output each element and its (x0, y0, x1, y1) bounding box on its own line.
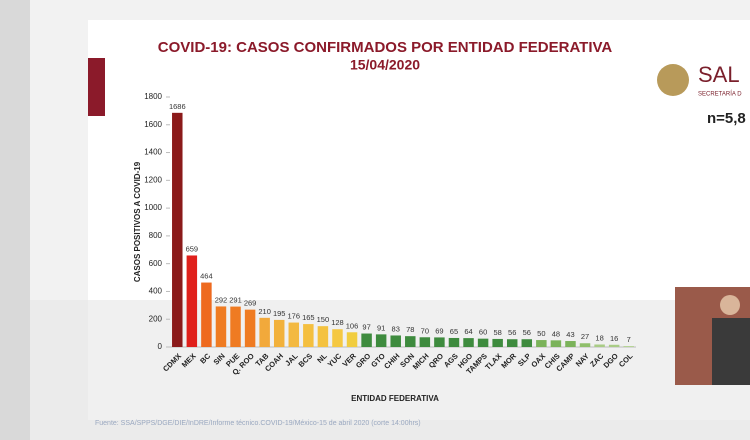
bar (594, 344, 605, 347)
value-label: 292 (215, 295, 228, 304)
bar (172, 112, 183, 347)
bar (623, 346, 634, 347)
value-label: 64 (464, 327, 472, 336)
y-tick-label: 400 (149, 287, 163, 296)
bar (492, 338, 503, 347)
bar (536, 340, 547, 347)
value-label: 27 (581, 332, 589, 341)
y-tick-label: 1400 (144, 148, 162, 157)
chart-title: COVID-19: CASOS CONFIRMADOS POR ENTIDAD … (158, 39, 613, 56)
y-axis-label: CASOS POSITIVOS A COVID-19 (133, 161, 142, 282)
bar (230, 306, 241, 347)
bar (375, 334, 387, 347)
value-label: 7 (627, 335, 631, 344)
bar (550, 340, 562, 347)
bar (303, 324, 314, 347)
y-tick-label: 1000 (144, 203, 162, 212)
bar (201, 282, 212, 347)
value-label: 1686 (169, 102, 186, 111)
y-tick-label: 1200 (144, 175, 162, 184)
bar (608, 344, 620, 347)
y-tick-label: 1800 (144, 92, 162, 101)
bar (346, 332, 358, 347)
bar (273, 319, 285, 347)
x-axis-label: ENTIDAD FEDERATIVA (351, 394, 439, 403)
bar (244, 309, 256, 347)
accent-tab (88, 58, 105, 116)
value-label: 56 (508, 328, 516, 337)
value-label: 56 (523, 328, 531, 337)
value-label: 106 (346, 321, 359, 330)
value-label: 58 (493, 328, 501, 337)
y-tick-label: 1600 (144, 120, 162, 129)
value-label: 291 (229, 296, 242, 305)
value-label: 165 (302, 313, 315, 322)
value-label: 210 (258, 307, 271, 316)
bar (332, 329, 343, 347)
bar (405, 336, 416, 347)
bar (506, 339, 518, 347)
bar (448, 337, 460, 347)
bar (259, 317, 270, 347)
bar (186, 255, 198, 347)
value-label: 70 (421, 326, 429, 335)
bar (317, 326, 329, 347)
value-label: 659 (186, 244, 199, 253)
value-label: 65 (450, 327, 458, 336)
value-label: 18 (595, 333, 603, 342)
value-label: 269 (244, 299, 257, 308)
value-label: 464 (200, 272, 213, 281)
interpreter-head (720, 295, 740, 315)
value-label: 69 (435, 326, 443, 335)
logo-name: SAL (698, 62, 740, 87)
bar (434, 337, 445, 347)
value-label: 43 (566, 330, 574, 339)
bar (390, 335, 401, 347)
bar (565, 341, 576, 347)
interpreter-body (712, 318, 750, 385)
bar (361, 333, 372, 347)
value-label: 50 (537, 329, 545, 338)
bar (477, 338, 489, 347)
chart-subtitle: 15/04/2020 (350, 57, 420, 73)
value-label: 195 (273, 309, 286, 318)
value-label: 128 (331, 318, 344, 327)
y-tick-label: 0 (158, 342, 163, 351)
bar (419, 337, 431, 347)
y-tick-label: 200 (149, 314, 163, 323)
value-label: 83 (392, 324, 400, 333)
logo-emblem (657, 64, 689, 96)
value-label: 97 (362, 323, 370, 332)
value-label: 150 (317, 315, 330, 324)
floor-shade (30, 300, 750, 440)
bar (288, 322, 300, 347)
logo-subtitle: SECRETARÍA D (698, 91, 742, 98)
value-label: 91 (377, 323, 385, 332)
bar (463, 338, 474, 347)
source-note: Fuente: SSA/SPPS/DGE/DIE/InDRE/Informe t… (95, 420, 421, 427)
bar (215, 306, 227, 347)
bar (579, 343, 591, 347)
bar (521, 339, 533, 347)
value-label: 78 (406, 325, 414, 334)
value-label: 48 (552, 329, 560, 338)
y-tick-label: 800 (149, 231, 163, 240)
value-label: 16 (610, 334, 618, 343)
value-label: 176 (288, 312, 301, 321)
sample-size: n=5,8 (707, 110, 746, 127)
value-label: 60 (479, 328, 487, 337)
y-tick-label: 600 (149, 259, 163, 268)
